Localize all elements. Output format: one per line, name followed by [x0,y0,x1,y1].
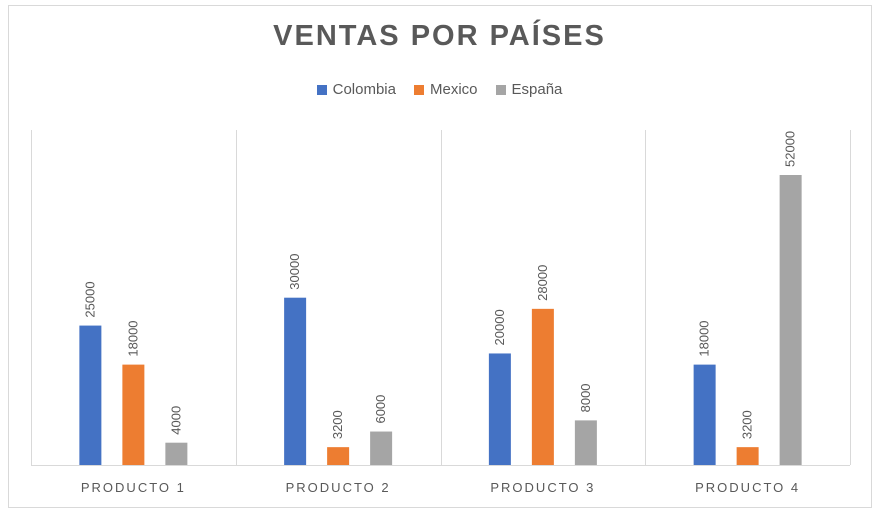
legend-label-mexico: Mexico [429,81,478,98]
bar [736,447,759,465]
data-label: 3200 [330,410,345,439]
data-label: 18000 [697,320,712,356]
data-label: 52000 [783,131,798,167]
category-label: PRODUCTO 3 [490,480,595,495]
legend-item-colombia: Colombia [316,81,396,98]
data-label: 6000 [373,395,388,424]
data-label: 4000 [168,406,183,435]
legend: Colombia Mexico España [0,81,879,98]
legend-swatch-espana [495,84,506,95]
bar [165,442,188,465]
data-label: 18000 [125,320,140,356]
data-label: 30000 [287,254,302,290]
bar [531,308,554,465]
data-label: 25000 [82,281,97,317]
bar [79,325,102,465]
legend-item-espana: España [495,81,563,98]
category-label: PRODUCTO 4 [695,480,800,495]
data-label: 20000 [492,309,507,345]
bar [327,447,350,465]
data-label: 3200 [740,410,755,439]
bar [574,420,597,465]
legend-item-mexico: Mexico [413,81,478,98]
bar [122,364,145,465]
legend-swatch-mexico [413,84,424,95]
legend-label-espana: España [511,81,563,98]
legend-label-colombia: Colombia [332,81,396,98]
chart-frame [8,5,872,508]
bar [488,353,511,465]
bar [779,175,802,465]
category-label: PRODUCTO 1 [81,480,186,495]
data-label: 28000 [535,265,550,301]
category-label: PRODUCTO 2 [286,480,391,495]
data-label: 8000 [578,383,593,412]
legend-swatch-colombia [316,84,327,95]
bar [284,297,307,465]
chart-title: VENTAS POR PAÍSES [273,20,606,52]
bar [693,364,716,465]
bar [370,431,393,465]
